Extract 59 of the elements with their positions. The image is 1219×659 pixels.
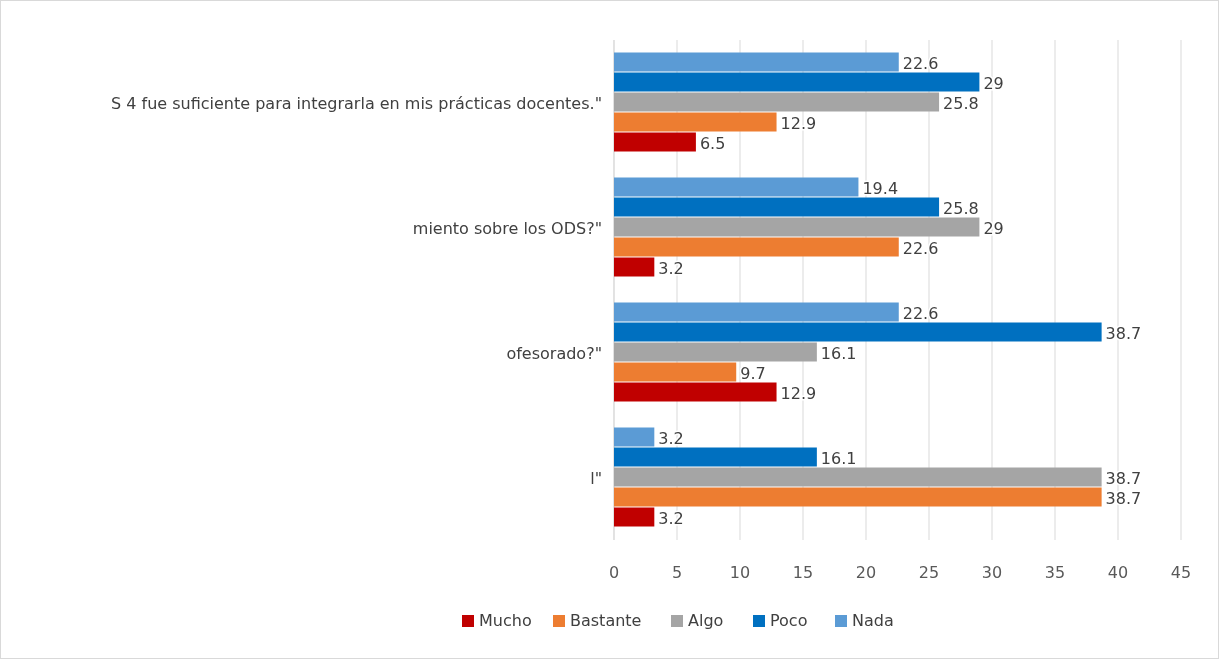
bar (614, 427, 655, 447)
x-tick-label: 35 (1044, 563, 1066, 582)
bar (614, 302, 899, 322)
data-label: 3.2 (658, 508, 684, 528)
legend-label: Poco (770, 611, 808, 630)
x-tick-label: 5 (671, 563, 683, 582)
data-label: 38.7 (1105, 488, 1142, 508)
data-label: 29 (983, 218, 1004, 238)
bar (614, 257, 655, 277)
bar (614, 382, 777, 402)
data-label: 25.8 (943, 198, 979, 218)
x-tick-label: 40 (1107, 563, 1129, 582)
data-label: 9.7 (740, 363, 766, 383)
y-tick-label: S 4 fue suficiente para integrarla en mis prácticas docentes." (110, 93, 602, 113)
x-tick-label: 10 (729, 563, 751, 582)
bar (614, 467, 1102, 487)
bar (614, 487, 1102, 507)
x-tick-label: 30 (981, 563, 1003, 582)
data-label: 38.7 (1105, 468, 1142, 488)
y-tick-label: ofesorado?" (506, 343, 602, 363)
data-label: 22.6 (902, 238, 939, 258)
data-label: 3.2 (658, 428, 684, 448)
bar (614, 217, 980, 237)
legend-label: Nada (852, 611, 894, 630)
y-tick-label: miento sobre los ODS?" (412, 218, 602, 238)
bar (614, 362, 737, 382)
data-label: 29 (983, 73, 1004, 93)
data-label: 12.9 (780, 383, 817, 403)
data-label: 3.2 (658, 258, 684, 278)
bar (614, 507, 655, 527)
bar (614, 447, 817, 467)
data-label: 16.1 (820, 448, 857, 468)
bar (614, 322, 1102, 342)
data-label: 19.4 (862, 178, 899, 198)
bar (614, 112, 777, 132)
bar (614, 52, 899, 72)
data-label: 22.6 (902, 53, 939, 73)
data-label: 25.8 (943, 93, 979, 113)
x-tick-label: 45 (1170, 563, 1192, 582)
data-label: 38.7 (1105, 323, 1142, 343)
data-label: 6.5 (699, 133, 726, 153)
x-tick-label: 25 (918, 563, 940, 582)
x-tick-label: 15 (792, 563, 814, 582)
bar (614, 237, 899, 257)
data-label: 16.1 (820, 343, 857, 363)
bar (614, 342, 817, 362)
bar (614, 132, 696, 152)
data-label: 22.6 (902, 303, 939, 323)
x-tick-label: 20 (855, 563, 877, 582)
data-label: 12.9 (780, 113, 817, 133)
bar (614, 197, 940, 217)
bar (614, 92, 940, 112)
x-tick-label: 0 (608, 563, 620, 582)
legend-label: Mucho (479, 611, 532, 630)
legend-label: Algo (688, 611, 724, 630)
bar (614, 177, 859, 197)
y-tick-label: l" (590, 468, 602, 488)
legend-label: Bastante (570, 611, 642, 630)
bar (614, 72, 980, 92)
